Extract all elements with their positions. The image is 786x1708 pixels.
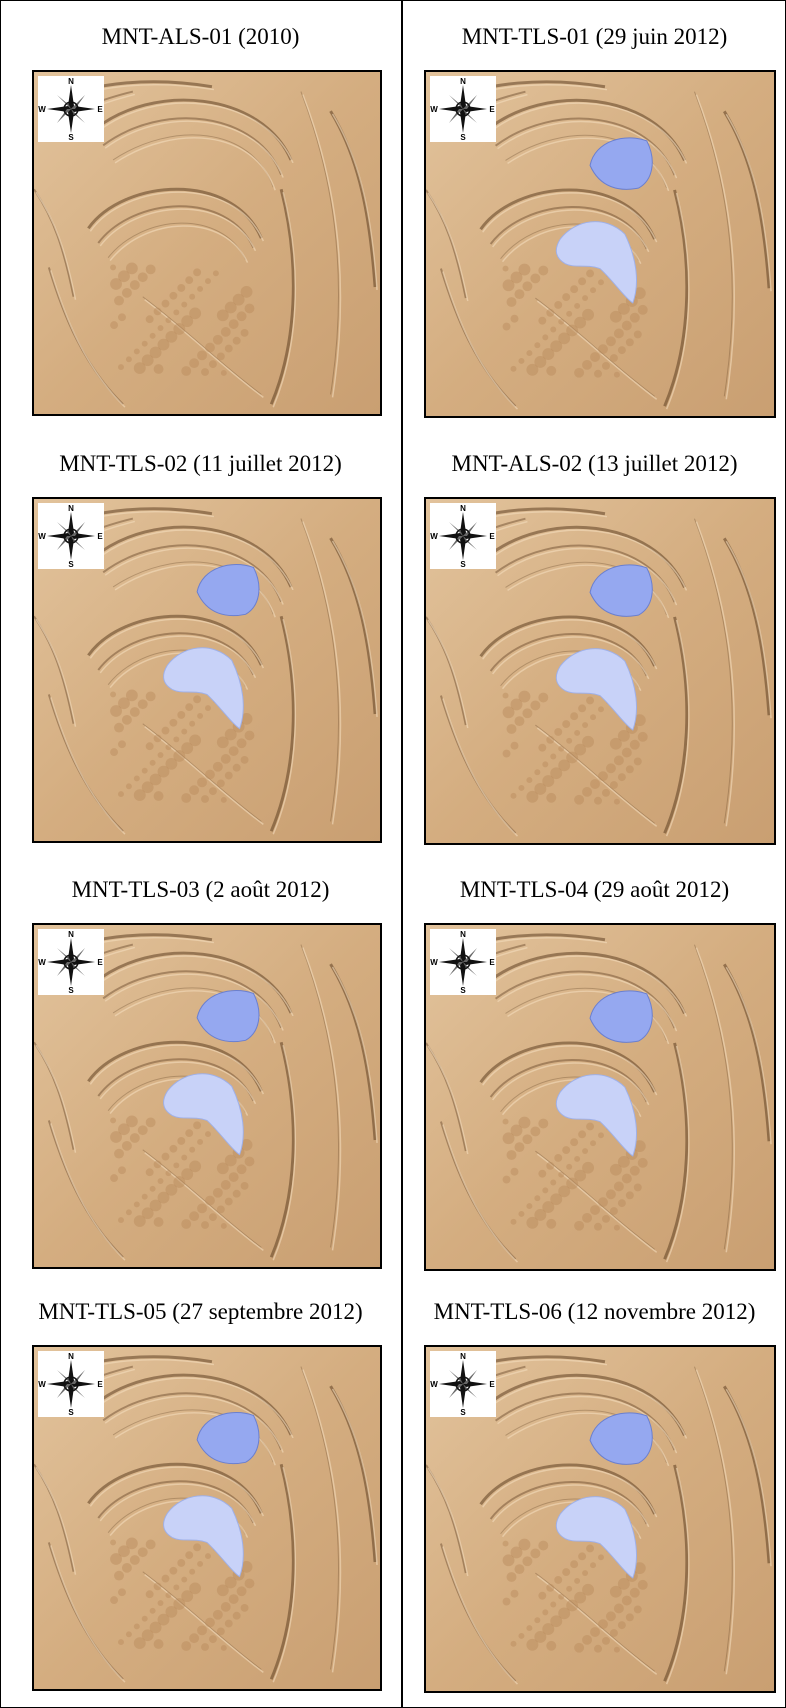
compass-rose-icon: N S E W	[430, 76, 496, 142]
compass-west-label: W	[430, 958, 438, 967]
compass-north-label: N	[460, 504, 466, 513]
compass-north-label: N	[68, 504, 74, 513]
compass-south-label: S	[68, 133, 74, 142]
compass-west-label: W	[430, 1380, 438, 1389]
elevation-map: N S E W	[32, 70, 382, 416]
elevation-map: N S E W	[424, 497, 776, 845]
dem-panel: MNT-TLS-06 (12 novembre 2012) N S E W	[403, 1275, 786, 1700]
compass-east-label: E	[97, 105, 103, 114]
compass-east-label: E	[489, 1380, 495, 1389]
compass-north-label: N	[460, 1352, 466, 1361]
compass-east-label: E	[97, 532, 103, 541]
compass-north-label: N	[460, 930, 466, 939]
panel-caption: MNT-TLS-04 (29 août 2012)	[459, 877, 730, 902]
compass-rose-icon: N S E W	[38, 503, 104, 569]
compass-east-label: E	[97, 958, 103, 967]
panel-caption: MNT-TLS-02 (11 juillet 2012)	[59, 451, 342, 476]
compass-south-label: S	[460, 560, 466, 569]
dem-panel: MNT-TLS-02 (11 juillet 2012) N S E W	[0, 427, 401, 852]
compass-west-label: W	[430, 105, 438, 114]
compass-north-label: N	[68, 77, 74, 86]
compass-north-label: N	[460, 77, 466, 86]
compass-west-label: W	[38, 958, 46, 967]
panel-caption: MNT-TLS-05 (27 septembre 2012)	[38, 1299, 363, 1324]
compass-rose-icon: N S E W	[38, 1351, 104, 1417]
elevation-map: N S E W	[424, 1345, 776, 1693]
compass-south-label: S	[460, 1408, 466, 1417]
panel-caption: MNT-ALS-02 (13 juillet 2012)	[451, 451, 738, 476]
panel-caption: MNT-TLS-06 (12 novembre 2012)	[433, 1299, 756, 1324]
dem-panel: MNT-TLS-01 (29 juin 2012) N S E W	[403, 0, 786, 425]
compass-south-label: S	[460, 133, 466, 142]
dem-panel: MNT-TLS-03 (2 août 2012) N S E W	[0, 853, 401, 1278]
compass-east-label: E	[489, 105, 495, 114]
compass-rose-icon: N S E W	[38, 76, 104, 142]
elevation-map: N S E W	[424, 923, 776, 1271]
dem-panel: MNT-TLS-04 (29 août 2012) N S E W	[403, 853, 786, 1278]
compass-south-label: S	[68, 560, 74, 569]
elevation-map: N S E W	[424, 70, 776, 418]
compass-west-label: W	[38, 105, 46, 114]
compass-west-label: W	[38, 1380, 46, 1389]
compass-west-label: W	[38, 532, 46, 541]
compass-rose-icon: N S E W	[430, 503, 496, 569]
elevation-map: N S E W	[32, 497, 382, 843]
compass-south-label: S	[68, 1408, 74, 1417]
compass-east-label: E	[97, 1380, 103, 1389]
panel-caption: MNT-TLS-01 (29 juin 2012)	[461, 24, 728, 49]
elevation-map: N S E W	[32, 923, 382, 1269]
compass-rose-icon: N S E W	[430, 1351, 496, 1417]
dem-panel: MNT-TLS-05 (27 septembre 2012) N S E W	[0, 1275, 401, 1700]
compass-south-label: S	[68, 986, 74, 995]
panel-caption: MNT-ALS-01 (2010)	[101, 24, 300, 49]
compass-east-label: E	[489, 958, 495, 967]
dem-panel: MNT-ALS-02 (13 juillet 2012) N S E W	[403, 427, 786, 852]
panel-caption: MNT-TLS-03 (2 août 2012)	[71, 877, 330, 902]
compass-north-label: N	[68, 1352, 74, 1361]
compass-rose-icon: N S E W	[430, 929, 496, 995]
compass-south-label: S	[460, 986, 466, 995]
column-divider	[401, 0, 403, 1708]
compass-east-label: E	[489, 532, 495, 541]
compass-west-label: W	[430, 532, 438, 541]
dem-panel: MNT-ALS-01 (2010) N S E W	[0, 0, 401, 425]
compass-rose-icon: N S E W	[38, 929, 104, 995]
elevation-map: N S E W	[32, 1345, 382, 1691]
compass-north-label: N	[68, 930, 74, 939]
